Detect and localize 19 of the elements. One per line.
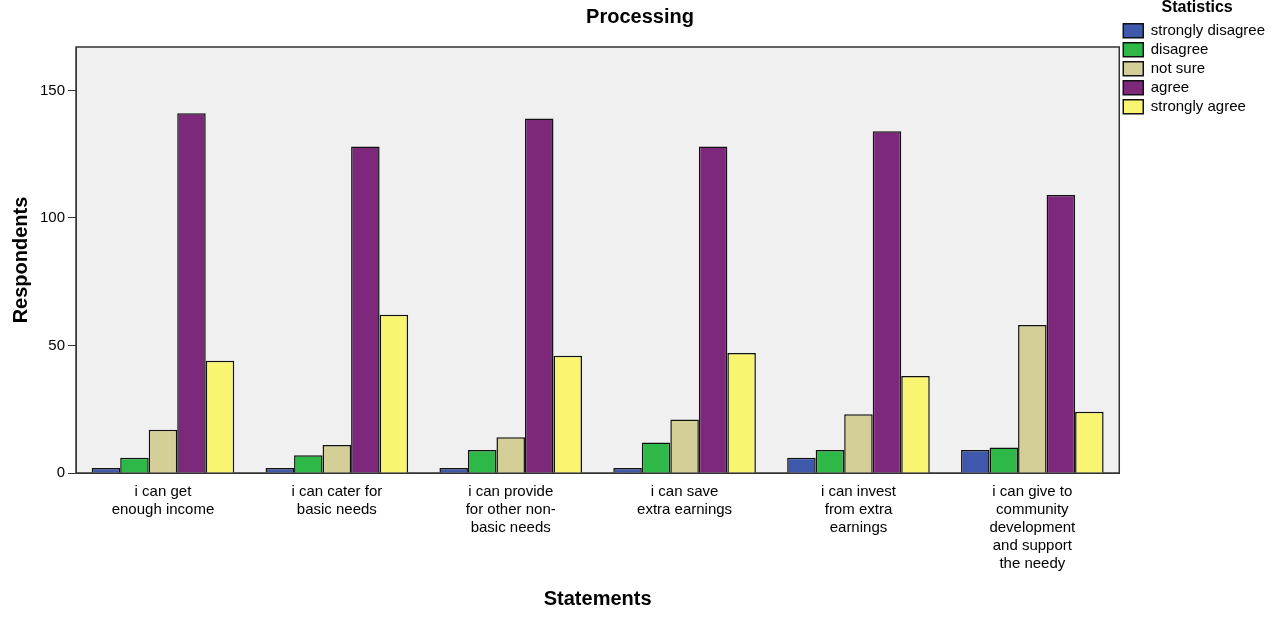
chart-title: Processing [586,4,694,27]
legend-label: strongly disagree [1150,20,1266,38]
legend-label: agree [1150,77,1190,95]
legend-label: disagree [1150,39,1209,57]
x-tick-label: i can give to community development and support the needy [989,482,1077,572]
legend-label: not sure [1150,58,1205,76]
x-tick-label: i can provide for other non- basic needs [465,482,556,536]
y-tick-label: 0 [56,463,66,481]
y-tick-label: 100 [40,208,66,226]
x-axis-title: Statements [543,586,652,609]
x-tick-label: i can get enough income [111,482,215,518]
x-tick-label: i can save extra earnings [637,482,733,518]
x-tick-label: i can cater for basic needs [291,482,383,518]
y-tick-label: 50 [48,335,66,353]
y-axis-title: Respondents [8,196,31,324]
x-tick-label: i can invest from extra earnings [820,482,897,536]
y-tick-label: 150 [40,80,66,98]
legend-title: Statistics [1161,0,1233,16]
legend-label: strongly agree [1150,96,1246,114]
